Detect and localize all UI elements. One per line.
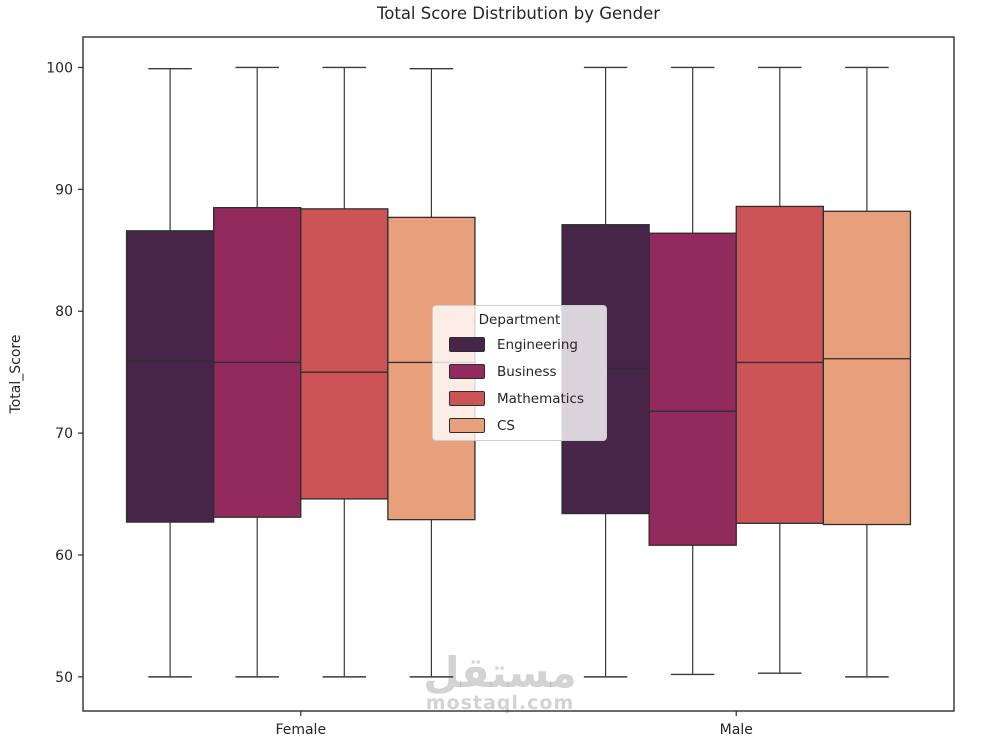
legend-swatch-cs	[449, 418, 485, 433]
legend-label: CS	[497, 417, 515, 434]
legend-swatch-mathematics	[449, 391, 485, 406]
legend-item-mathematics: Mathematics	[449, 385, 598, 412]
x-tick-label-male: Male	[720, 722, 753, 736]
y-tick-label: 50	[55, 670, 73, 686]
legend-item-cs: CS	[449, 412, 598, 439]
chart-title: Total Score Distribution by Gender	[376, 4, 661, 23]
y-tick-label: 100	[46, 60, 73, 76]
legend-title: Department	[478, 312, 561, 328]
legend: Department Engineering Business Mathematic…	[432, 305, 607, 441]
legend-item-business: Business	[449, 358, 598, 385]
box-male-cs	[822, 210, 912, 526]
box-male-business	[648, 232, 737, 546]
legend-swatch-business	[449, 364, 485, 379]
y-axis-label: Total_Score	[8, 334, 24, 414]
legend-label: Engineering	[497, 336, 578, 353]
y-tick-label: 60	[55, 548, 73, 564]
y-tick-label: 80	[55, 304, 73, 320]
legend-swatch-engineering	[449, 337, 485, 352]
plot-border	[82, 36, 955, 712]
y-tick-label: 90	[55, 182, 73, 198]
box-male-mathematics	[735, 205, 824, 524]
legend-label: Business	[497, 363, 557, 380]
legend-item-engineering: Engineering	[449, 331, 598, 358]
box-female-mathematics	[300, 208, 389, 500]
y-tick-label: 70	[55, 426, 73, 442]
legend-label: Mathematics	[497, 390, 584, 407]
legend-entries: Engineering Business Mathematics CS	[449, 331, 598, 439]
box-female-engineering	[125, 230, 215, 523]
x-tick-label-female: Female	[275, 722, 326, 736]
